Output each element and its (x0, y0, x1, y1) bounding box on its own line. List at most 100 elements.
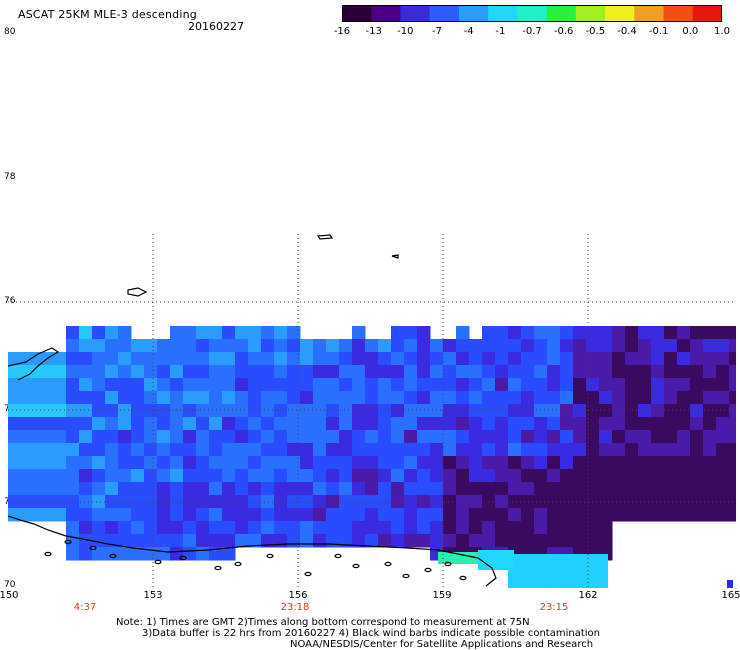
wind-cell (534, 391, 548, 405)
wind-cell (703, 443, 717, 457)
wind-cell (690, 508, 704, 522)
wind-cell (8, 430, 66, 444)
wind-cell (651, 456, 665, 470)
wind-cell (638, 365, 652, 379)
wind-cell (677, 443, 691, 457)
wind-cell (391, 417, 405, 431)
wind-cell (573, 430, 587, 444)
wind-cell (66, 482, 80, 496)
wind-cell (170, 482, 184, 496)
wind-cell (638, 482, 652, 496)
wind-cell (105, 456, 119, 470)
wind-cell (79, 534, 93, 548)
wind-cell (222, 417, 236, 431)
wind-cell (443, 417, 457, 431)
wind-cell (677, 495, 691, 509)
wind-cell (118, 352, 132, 366)
wind-cell (625, 495, 639, 509)
wind-cell (313, 339, 327, 353)
wind-cell (261, 508, 275, 522)
wind-cell (261, 326, 275, 340)
wind-cell (209, 404, 223, 418)
wind-cell (105, 495, 119, 509)
wind-cell (417, 365, 431, 379)
wind-cell (365, 456, 379, 470)
wind-cell (430, 430, 444, 444)
wind-cell (170, 534, 184, 548)
wind-cell (508, 326, 522, 340)
wind-cell (105, 391, 119, 405)
wind-cell (560, 508, 574, 522)
wind-cell (417, 404, 431, 418)
wind-cell (404, 443, 418, 457)
wind-cell (625, 352, 639, 366)
lon-label-156: 156 (288, 590, 308, 601)
wind-cell (66, 391, 80, 405)
wind-cell (105, 508, 119, 522)
wind-cell (456, 456, 470, 470)
wind-cell (222, 352, 236, 366)
wind-cell (352, 391, 366, 405)
wind-cell (8, 365, 66, 379)
wind-cell (690, 469, 704, 483)
wind-cell (391, 456, 405, 470)
wind-cell (391, 443, 405, 457)
wind-cell (404, 326, 418, 340)
wind-cell (183, 521, 197, 535)
wind-cell (703, 326, 717, 340)
wind-cell (391, 352, 405, 366)
wind-cell (118, 534, 132, 548)
wind-cell (391, 339, 405, 353)
wind-cell (79, 521, 93, 535)
lon-label-159: 159 (432, 590, 452, 601)
wind-cell (651, 482, 665, 496)
wind-cell (131, 482, 145, 496)
wind-cell (547, 404, 561, 418)
wind-cell (560, 417, 574, 431)
wind-cell (183, 326, 197, 340)
wind-cell (287, 521, 301, 535)
wind-cell (365, 521, 379, 535)
wind-cell (456, 430, 470, 444)
wind-cell (248, 417, 262, 431)
wind-cell (508, 391, 522, 405)
wind-cell (586, 391, 600, 405)
wind-cell (157, 508, 171, 522)
wind-cell (352, 495, 366, 509)
wind-cell (118, 339, 132, 353)
wind-cell (508, 469, 522, 483)
wind-cell (508, 352, 522, 366)
wind-cell (482, 469, 496, 483)
wind-cell (521, 430, 535, 444)
wind-cell (495, 469, 509, 483)
wind-cell (326, 378, 340, 392)
wind-cell (144, 534, 158, 548)
wind-cell (443, 495, 457, 509)
wind-cell (651, 417, 665, 431)
lon-label-150: 150 (0, 590, 19, 601)
wind-cell (612, 482, 626, 496)
wind-cell (417, 417, 431, 431)
wind-cell (729, 404, 736, 418)
wind-cell (144, 378, 158, 392)
wind-cell (365, 339, 379, 353)
coastline (8, 234, 497, 587)
wind-cell (365, 365, 379, 379)
wind-cell (404, 456, 418, 470)
wind-cell (599, 339, 613, 353)
wind-cell (235, 443, 249, 457)
wind-cell (599, 326, 613, 340)
wind-cell (417, 391, 431, 405)
wind-cell (729, 365, 736, 379)
wind-cell (703, 352, 717, 366)
wind-cell (209, 547, 223, 561)
wind-cell (313, 469, 327, 483)
wind-cell (183, 456, 197, 470)
wind-cell (430, 534, 444, 548)
wind-cell (157, 456, 171, 470)
wind-cell (677, 456, 691, 470)
wind-cell (248, 521, 262, 535)
wind-cell (352, 326, 366, 340)
wind-cell (378, 443, 392, 457)
wind-cell (443, 430, 457, 444)
